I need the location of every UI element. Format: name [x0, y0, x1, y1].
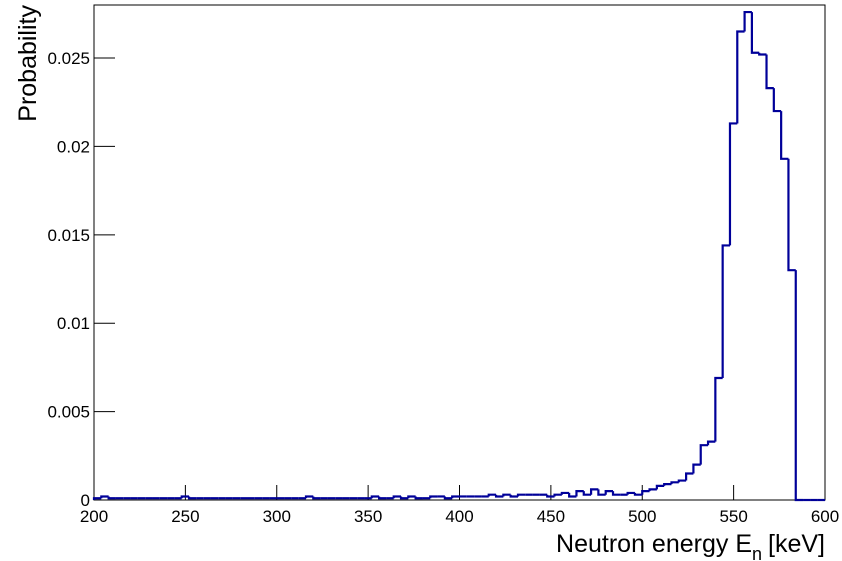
- x-tick-label: 200: [80, 507, 108, 526]
- histogram-bin: [575, 490, 584, 497]
- histogram-bin: [443, 496, 453, 500]
- histogram-bin: [794, 270, 804, 502]
- histogram-bin: [399, 496, 409, 500]
- histogram-bin: [692, 463, 701, 474]
- histogram-bin: [92, 497, 102, 500]
- histogram-bin: [107, 496, 116, 500]
- histogram-bin: [494, 494, 504, 498]
- histogram-bin: [180, 495, 190, 499]
- histogram-bin: [560, 491, 570, 495]
- y-axis-title: Probability: [14, 5, 42, 122]
- x-axis-title-main: Neutron energy E: [556, 530, 752, 558]
- x-tick-label: 550: [719, 507, 747, 526]
- histogram-bin: [714, 376, 723, 442]
- histogram-bin: [377, 496, 387, 500]
- histogram-bin: [685, 472, 694, 481]
- histogram-bin: [509, 494, 518, 498]
- y-tick-label: 0.005: [47, 403, 90, 422]
- histogram-bin: [604, 490, 614, 495]
- histogram-bin: [750, 12, 760, 54]
- histogram-bin: [641, 490, 650, 495]
- x-tick-label: 300: [263, 507, 291, 526]
- histogram-bin: [546, 494, 555, 498]
- histogram-bin: [582, 491, 592, 496]
- histogram-bin: [699, 444, 709, 465]
- x-tick-label: 250: [171, 507, 199, 526]
- histogram-bin: [736, 30, 745, 124]
- histogram-bin: [429, 495, 438, 499]
- histogram-bin: [780, 111, 789, 160]
- y-tick-label: 0.02: [57, 137, 90, 156]
- histogram-bin: [611, 491, 621, 496]
- x-tick-label: 350: [354, 507, 382, 526]
- histogram-bin: [670, 481, 679, 485]
- x-tick-label: 450: [537, 507, 565, 526]
- histogram-bin: [312, 496, 321, 500]
- histogram-bin: [451, 495, 460, 499]
- histogram-bin: [553, 493, 562, 497]
- histogram-bin: [100, 495, 109, 499]
- histogram-bin: [663, 482, 672, 486]
- x-tick-label: 600: [811, 507, 839, 526]
- histogram-bin: [648, 488, 657, 492]
- histogram-bin: [765, 54, 774, 90]
- y-tick-label: 0.01: [57, 314, 90, 333]
- histogram-bin: [407, 495, 416, 499]
- histogram-bin: [597, 489, 606, 496]
- histogram-bin: [787, 158, 796, 272]
- x-tick-label: 500: [628, 507, 656, 526]
- histogram-bin: [633, 492, 643, 496]
- y-tick-label: 0: [81, 491, 90, 510]
- x-axis-title-unit: [keV]: [768, 530, 825, 558]
- histogram-bin: [370, 495, 380, 499]
- histogram-bin: [626, 491, 635, 495]
- histogram-bin: [721, 244, 730, 379]
- histogram-bin: [304, 495, 314, 499]
- x-axis-title: Neutron energy En [keV]: [556, 530, 825, 561]
- histogram-bin: [758, 52, 767, 56]
- histogram-bin: [187, 496, 197, 500]
- x-axis-title-subscript: n: [752, 544, 762, 561]
- histogram-bin: [487, 493, 497, 497]
- histogram-bin: [589, 488, 599, 495]
- y-tick-label: 0.015: [47, 226, 90, 245]
- histogram-bin: [743, 10, 752, 32]
- histogram-bin: [502, 493, 511, 497]
- histogram-bin: [677, 479, 687, 483]
- histogram-bin: [568, 492, 577, 498]
- y-tick-label: 0.025: [47, 49, 90, 68]
- histogram-bin: [516, 493, 526, 497]
- histogram-bin: [728, 122, 738, 246]
- histogram-bin: [655, 484, 665, 490]
- histogram-bin: [392, 495, 402, 499]
- histogram-bin: [414, 496, 423, 500]
- histogram-bin: [706, 440, 716, 446]
- histogram-bin: [772, 88, 782, 113]
- x-tick-label: 400: [445, 507, 473, 526]
